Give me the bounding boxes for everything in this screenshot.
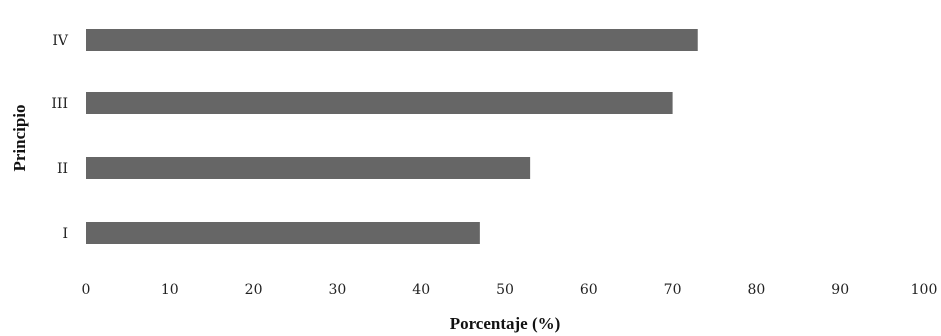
x-tick-label-20: 20: [245, 282, 263, 298]
x-tick-label-30: 30: [328, 282, 346, 298]
x-axis-title: Porcentaje (%): [450, 314, 561, 333]
x-tick-labels-group: 0 10 20 30 40 50 60 70 80 90 100: [82, 282, 938, 298]
bar-iv: [86, 29, 698, 51]
y-axis-title: Principio: [10, 104, 29, 171]
bar-iii: [86, 92, 673, 114]
x-tick-label-50: 50: [496, 282, 514, 298]
category-label-ii: II: [57, 161, 68, 177]
bar-i: [86, 222, 480, 244]
x-tick-label-90: 90: [831, 282, 849, 298]
category-label-i: I: [62, 226, 68, 242]
category-label-iv: IV: [52, 33, 69, 49]
x-tick-label-70: 70: [664, 282, 682, 298]
x-tick-label-60: 60: [580, 282, 598, 298]
x-tick-label-80: 80: [747, 282, 765, 298]
bars-group: [86, 29, 698, 244]
x-tick-label-40: 40: [412, 282, 430, 298]
x-tick-label-100: 100: [911, 282, 938, 298]
bar-ii: [86, 157, 531, 179]
x-tick-label-0: 0: [82, 282, 91, 298]
category-label-iii: III: [51, 96, 68, 112]
x-tick-label-10: 10: [161, 282, 179, 298]
